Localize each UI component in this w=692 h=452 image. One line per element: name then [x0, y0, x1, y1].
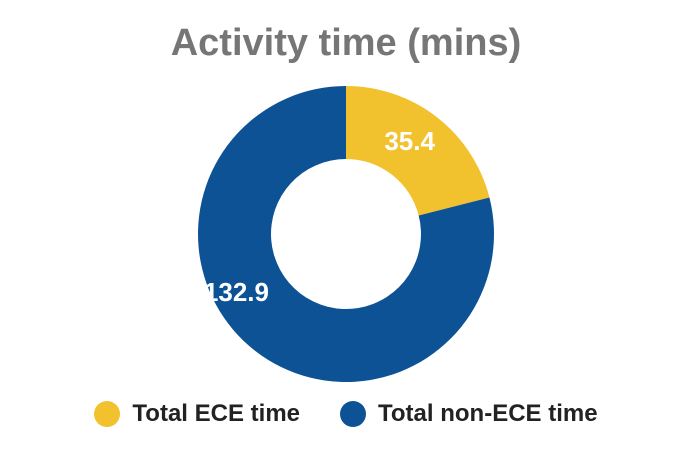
slice-label-ece: 35.4 — [384, 126, 435, 156]
legend-label-ece: Total ECE time — [132, 400, 300, 427]
legend-item-non-ece: Total non-ECE time — [340, 400, 598, 428]
legend-swatch-non-ece — [340, 401, 366, 427]
donut-chart: 35.4 132.9 — [198, 86, 494, 382]
legend-item-ece: Total ECE time — [94, 400, 300, 428]
slice-ece — [346, 86, 490, 216]
slice-non-ece — [198, 86, 494, 382]
slice-label-non-ece: 132.9 — [204, 277, 269, 307]
chart-title: Activity time (mins) — [170, 22, 522, 64]
legend-swatch-ece — [94, 401, 121, 427]
legend-label-non-ece: Total non-ECE time — [378, 400, 598, 427]
legend: Total ECE time Total non-ECE time — [0, 392, 692, 436]
